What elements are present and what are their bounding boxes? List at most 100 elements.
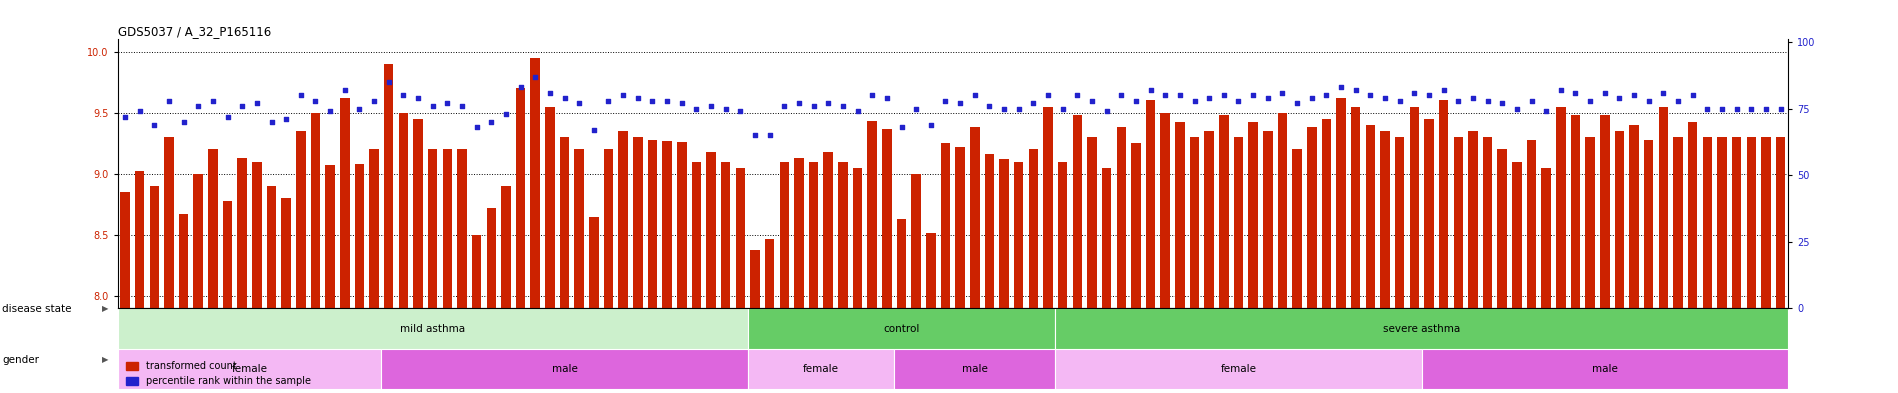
Bar — [1103, 168, 1112, 309]
Point — [549, 95, 579, 101]
Point — [1224, 97, 1255, 104]
Point — [1268, 90, 1298, 96]
Bar — [355, 164, 364, 309]
Point — [974, 103, 1004, 109]
Bar — [1585, 137, 1594, 309]
Point — [666, 100, 697, 107]
Point — [564, 100, 594, 107]
Point — [1532, 108, 1562, 114]
Text: female: female — [1220, 364, 1256, 374]
Bar — [1454, 137, 1463, 309]
Point — [828, 103, 858, 109]
Bar — [1615, 131, 1625, 309]
Point — [871, 95, 902, 101]
Point — [1281, 100, 1312, 107]
Point — [1076, 97, 1107, 104]
Point — [1209, 92, 1239, 98]
Point — [1399, 90, 1429, 96]
Bar — [399, 113, 408, 309]
Point — [228, 103, 258, 109]
Bar — [1160, 113, 1169, 309]
Point — [915, 121, 945, 128]
Point — [139, 121, 169, 128]
Bar — [1131, 143, 1141, 309]
Bar — [894, 349, 1055, 389]
Text: control: control — [883, 323, 921, 334]
Point — [638, 97, 668, 104]
Point — [1017, 100, 1048, 107]
Bar — [1146, 101, 1156, 309]
Point — [858, 92, 888, 98]
Point — [1545, 87, 1575, 93]
Bar — [1572, 115, 1581, 309]
Point — [374, 79, 404, 85]
Point — [1473, 97, 1503, 104]
Point — [1678, 92, 1708, 98]
Bar — [178, 214, 188, 309]
Point — [930, 97, 960, 104]
Bar — [634, 137, 643, 309]
Point — [344, 105, 374, 112]
Point — [769, 103, 799, 109]
Text: disease state: disease state — [2, 303, 72, 314]
Bar — [1469, 131, 1479, 309]
Point — [784, 100, 814, 107]
Bar — [442, 149, 452, 309]
Bar — [1687, 123, 1697, 309]
Point — [1604, 95, 1634, 101]
Bar — [926, 233, 936, 309]
Text: ▶: ▶ — [102, 304, 108, 313]
Point — [433, 100, 463, 107]
Bar — [1262, 131, 1272, 309]
Point — [1501, 105, 1532, 112]
Point — [902, 105, 932, 112]
Point — [1033, 92, 1063, 98]
Bar — [1055, 309, 1788, 349]
Point — [1004, 105, 1034, 112]
Point — [1737, 105, 1767, 112]
Bar — [1439, 101, 1448, 309]
Bar — [911, 174, 921, 309]
Bar — [150, 186, 159, 309]
Point — [725, 108, 755, 114]
Point — [1179, 97, 1209, 104]
Bar — [883, 129, 892, 309]
Point — [110, 114, 140, 120]
Bar — [1674, 137, 1684, 309]
Bar — [721, 162, 731, 309]
Bar — [414, 119, 423, 309]
Point — [197, 97, 228, 104]
Bar — [793, 158, 803, 309]
Point — [1721, 105, 1752, 112]
Bar — [1000, 159, 1010, 309]
Bar — [120, 192, 129, 309]
Text: gender: gender — [2, 354, 38, 365]
Bar — [1395, 137, 1405, 309]
Point — [1560, 90, 1591, 96]
Text: male: male — [1592, 364, 1617, 374]
Point — [1340, 87, 1370, 93]
Bar — [824, 152, 833, 309]
Bar — [118, 349, 381, 389]
Legend: transformed count, percentile rank within the sample: transformed count, percentile rank withi… — [123, 358, 315, 390]
Text: severe asthma: severe asthma — [1384, 323, 1460, 334]
Bar — [1116, 127, 1126, 309]
Point — [960, 92, 991, 98]
Bar — [135, 171, 144, 309]
Point — [1765, 105, 1796, 112]
Point — [1355, 92, 1386, 98]
Point — [125, 108, 156, 114]
Point — [492, 111, 522, 117]
Bar — [1777, 137, 1786, 309]
Point — [1312, 92, 1342, 98]
Bar — [1190, 137, 1200, 309]
Point — [461, 124, 492, 130]
Point — [1165, 92, 1196, 98]
Bar — [1072, 115, 1082, 309]
Point — [651, 97, 681, 104]
Bar — [955, 147, 964, 309]
Bar — [1088, 137, 1097, 309]
Bar — [1205, 131, 1215, 309]
Point — [271, 116, 302, 122]
Point — [1458, 95, 1488, 101]
